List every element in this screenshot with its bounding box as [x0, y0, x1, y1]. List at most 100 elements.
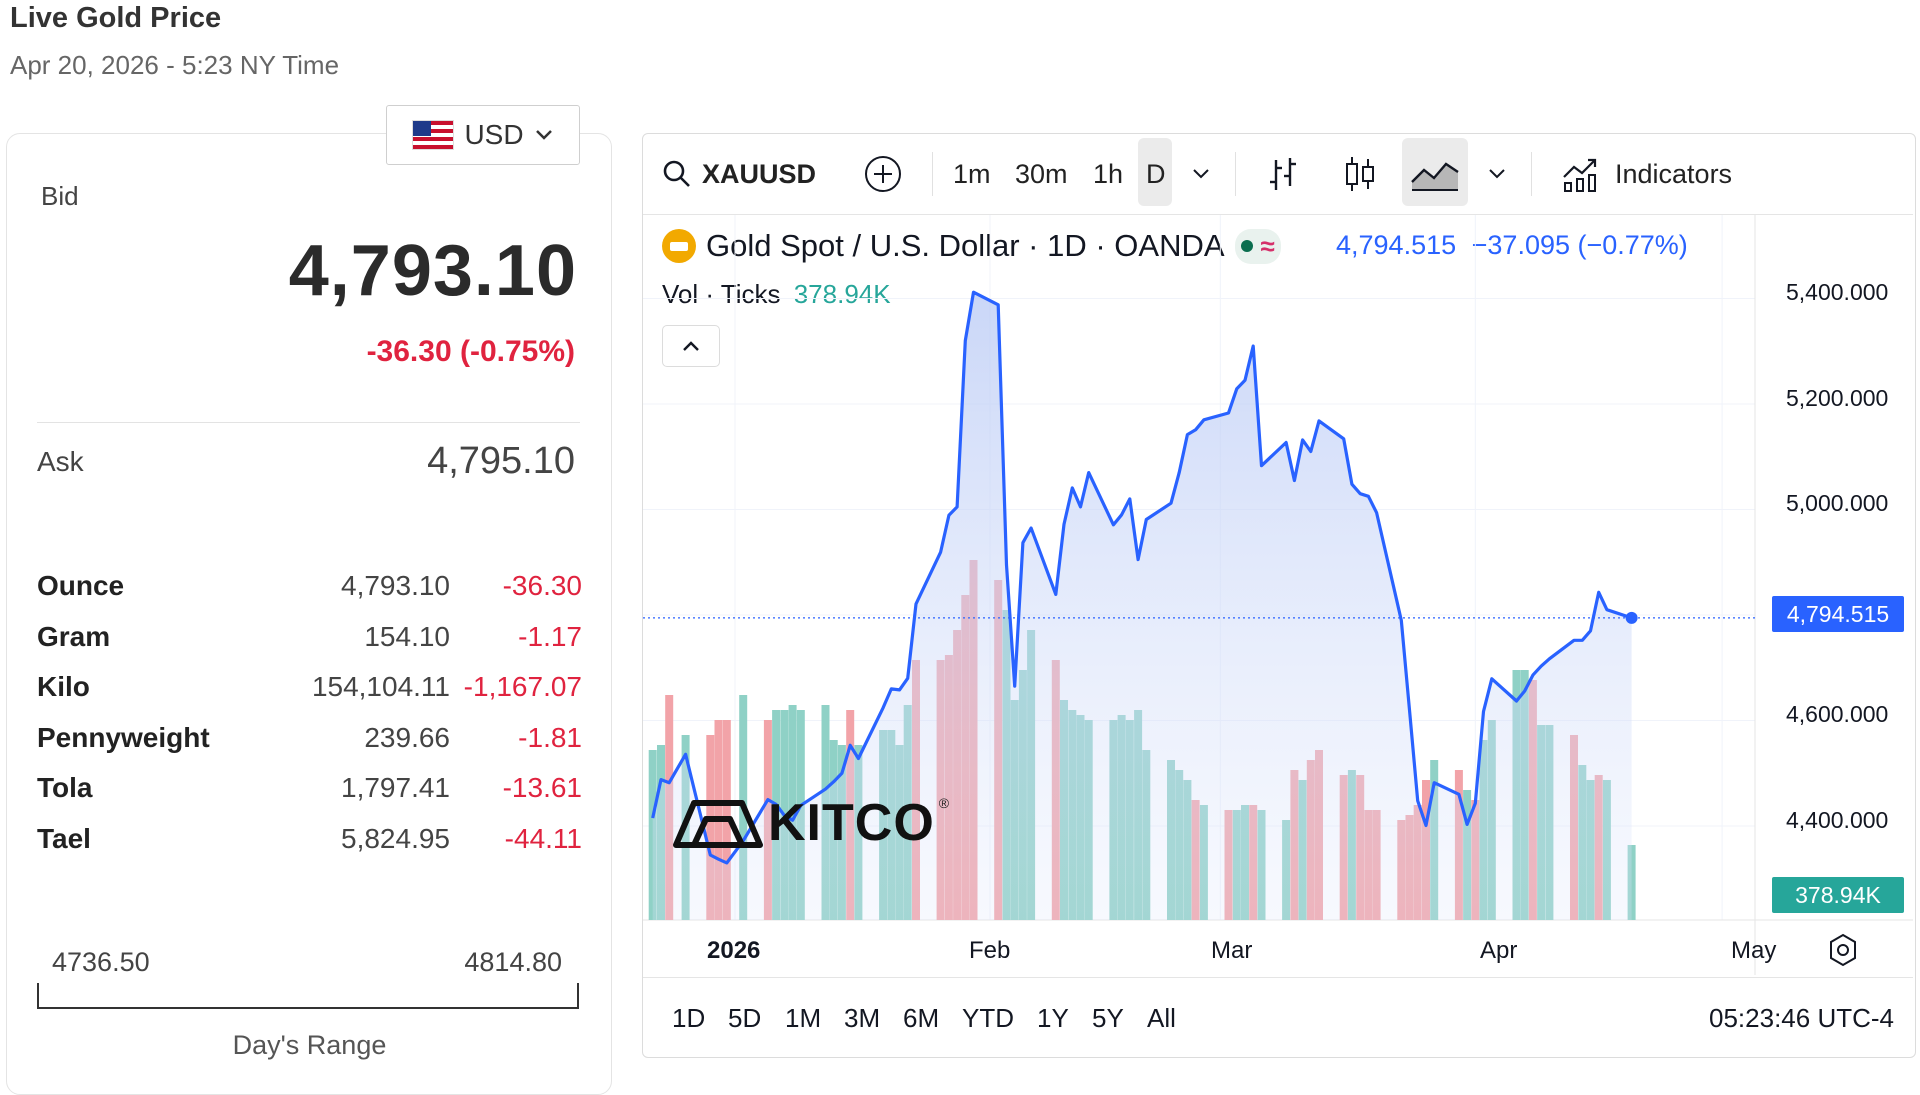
unit-row: Pennyweight 239.66 -1.81: [37, 722, 582, 762]
volume-legend: Vol · Ticks 378.94K: [662, 279, 891, 310]
x-tick-label: Feb: [969, 937, 1011, 964]
unit-value: 4,793.10: [341, 570, 450, 601]
unit-name: Tola: [37, 772, 93, 803]
unit-name: Gram: [37, 621, 111, 652]
unit-row: Gram 154.10 -1.17: [37, 621, 582, 661]
range-button[interactable]: 5Y: [1092, 1003, 1124, 1033]
unit-change: -1.81: [518, 722, 582, 753]
unit-row: Kilo 154,104.11 -1,167.07: [37, 671, 582, 711]
unit-change: -36.30: [502, 570, 582, 601]
y-tick-label: 4,600.000: [1786, 701, 1889, 727]
compare-button[interactable]: [863, 148, 903, 200]
y-tick-label: 5,400.000: [1786, 279, 1889, 305]
unit-change: -13.61: [502, 772, 582, 803]
ask-price: 4,795.10: [427, 440, 575, 482]
toolbar-separator: [932, 152, 933, 196]
unit-row: Ounce 4,793.10 -36.30: [37, 570, 582, 610]
unit-change: -44.11: [504, 823, 582, 854]
volume-bar: [706, 735, 715, 920]
chevron-up-icon: [683, 341, 699, 351]
bar-chart-type[interactable]: [1266, 148, 1298, 200]
kitco-logo-mark: [673, 800, 763, 848]
range-button[interactable]: 6M: [903, 1003, 940, 1033]
unit-value: 239.66: [364, 722, 450, 753]
market-open-dot-icon: [1240, 240, 1253, 252]
chart-settings-button[interactable]: [1826, 924, 1860, 976]
indicators-button[interactable]: Indicators: [1561, 148, 1732, 200]
bars-icon: [1270, 158, 1296, 190]
bid-price: 4,793.10: [288, 231, 577, 311]
y-tick-label: 5,200.000: [1786, 385, 1889, 411]
symbol-label: XAUUSD: [702, 158, 817, 189]
chart-legend: Gold Spot / U.S. Dollar · 1D · OANDA ≈: [662, 228, 1281, 264]
legend-change: −37.095 (−0.77%): [1471, 230, 1688, 260]
interval-1m[interactable]: 1m: [953, 158, 991, 189]
range-button[interactable]: 1Y: [1037, 1003, 1069, 1033]
interval-menu[interactable]: [1192, 148, 1210, 200]
y-tick-label: 4,400.000: [1786, 807, 1889, 833]
range-button[interactable]: 5D: [728, 1003, 762, 1033]
kitco-logo-text: KITCO: [768, 794, 935, 852]
market-status: ≈: [1234, 228, 1281, 264]
legend-title: Gold Spot / U.S. Dollar · 1D · OANDA: [706, 228, 1225, 263]
unit-name: Ounce: [37, 570, 125, 601]
price-chart[interactable]: [643, 215, 1913, 975]
ask-label: Ask: [37, 446, 84, 477]
add-circle-icon: [865, 156, 901, 192]
area-chart-icon: [1411, 162, 1459, 191]
bottom-toolbar: [643, 977, 1913, 978]
bid-change: -36.30 (-0.75%): [366, 335, 575, 368]
price-area: [652, 292, 1632, 920]
collapse-legend-button[interactable]: [662, 325, 720, 367]
unit-change: -1.17: [518, 621, 582, 652]
x-tick-label: 2026: [707, 937, 761, 964]
gold-bars-icon: [662, 229, 696, 263]
indicators-label: Indicators: [1615, 158, 1733, 189]
registered-mark: ®: [938, 795, 950, 811]
volume-value: 378.94K: [793, 279, 891, 309]
chart-type-menu[interactable]: [1488, 148, 1506, 200]
chevron-down-icon: [535, 130, 552, 140]
range-button[interactable]: 1M: [785, 1003, 822, 1033]
x-tick-label: Apr: [1480, 937, 1518, 964]
kitco-logo: KITCO ®: [672, 793, 949, 853]
toolbar-separator: [1235, 152, 1236, 196]
divider: [37, 422, 580, 423]
area-chart-type[interactable]: [1410, 148, 1460, 200]
delayed-data-icon: ≈: [1260, 230, 1275, 261]
chart-toolbar: [643, 134, 1913, 215]
symbol-search[interactable]: XAUUSD: [662, 148, 816, 200]
candles-icon: [1346, 157, 1374, 191]
day-range-low: 4736.50: [52, 947, 150, 977]
page-title: Live Gold Price: [10, 2, 222, 34]
chart-clock: 05:23:46 UTC-4: [1709, 1003, 1894, 1033]
day-range-high: 4814.80: [464, 947, 562, 977]
interval-d[interactable]: D: [1146, 158, 1166, 189]
volume-bar: [788, 705, 797, 920]
unit-value: 5,824.95: [341, 823, 450, 854]
unit-value: 154.10: [364, 621, 450, 652]
x-tick-label: May: [1731, 937, 1777, 964]
candle-chart-type[interactable]: [1343, 148, 1377, 200]
chevron-down-icon: [1489, 169, 1505, 179]
last-price-tag: 4,794.515: [1772, 596, 1904, 632]
last-volume-tag: 378.94K: [1772, 877, 1904, 913]
us-flag-icon: [412, 120, 455, 150]
unit-row: Tael 5,824.95 -44.11: [37, 823, 582, 863]
interval-1h[interactable]: 1h: [1093, 158, 1124, 189]
interval-30m[interactable]: 30m: [1015, 158, 1068, 189]
unit-name: Tael: [37, 823, 91, 854]
bid-label: Bid: [41, 181, 79, 211]
price-line: [651, 290, 1633, 865]
currency-select[interactable]: USD: [386, 105, 580, 165]
unit-name: Pennyweight: [37, 722, 210, 753]
y-tick-label: 5,000.000: [1786, 490, 1889, 516]
range-button[interactable]: All: [1147, 1003, 1176, 1033]
chevron-down-icon: [1193, 169, 1209, 179]
range-button[interactable]: 3M: [844, 1003, 881, 1033]
range-button[interactable]: 1D: [672, 1003, 706, 1033]
settings-icon: [1830, 933, 1856, 967]
legend-values: 4,794.515 −37.095 (−0.77%): [1336, 230, 1688, 261]
range-button[interactable]: YTD: [962, 1003, 1014, 1033]
unit-change: -1,167.07: [463, 671, 582, 702]
